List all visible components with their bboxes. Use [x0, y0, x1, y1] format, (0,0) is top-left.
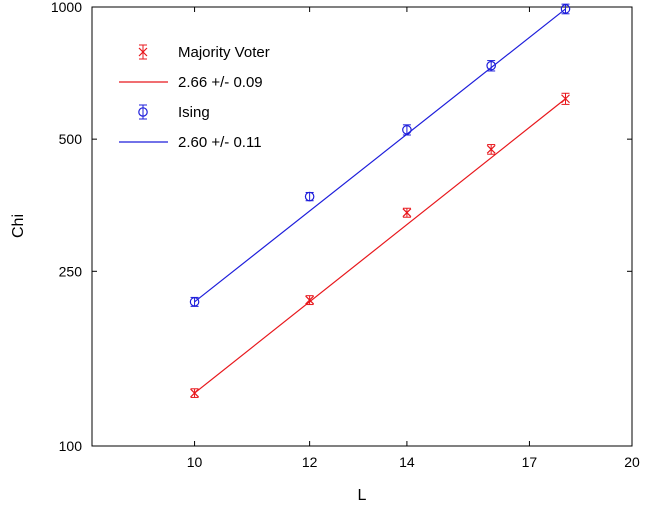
legend-fit-label: 2.60 +/- 0.11 [178, 134, 262, 151]
x-tick-label: 12 [302, 454, 318, 470]
fit-line [194, 8, 566, 303]
legend-label: Majority Voter [178, 44, 270, 61]
x-tick-label: 10 [187, 454, 203, 470]
plot-series [189, 3, 571, 398]
x-axis-label: L [358, 487, 367, 504]
x-tick-label: 17 [522, 454, 538, 470]
y-tick-label: 500 [59, 131, 83, 147]
series-majority-voter [190, 92, 570, 398]
x-marker-stroke [138, 47, 148, 57]
circle-marker [402, 125, 412, 135]
axis-ticks: 10 12 14 17 20 100 250 500 1000 [51, 0, 640, 470]
series-ising [189, 3, 571, 307]
y-tick-label: 100 [59, 438, 83, 454]
y-tick-label: 250 [59, 263, 83, 279]
y-axis-label: Chi [10, 214, 27, 238]
circle-marker [138, 107, 148, 117]
x-marker-stroke [486, 144, 496, 154]
circle-marker [304, 191, 315, 202]
y-tick-label: 1000 [51, 0, 82, 15]
plot-frame [91, 6, 633, 447]
circle-marker [486, 60, 496, 71]
legend-fit-label: 2.66 +/- 0.09 [178, 74, 263, 91]
fit-line [194, 98, 566, 394]
x-marker-stroke [402, 208, 412, 218]
x-tick-label: 20 [624, 454, 640, 470]
circle-marker [560, 4, 571, 14]
x-marker-stroke [561, 94, 570, 104]
legend: Majority Voter 2.66 +/- 0.09 Ising 2.60 +/-… [119, 44, 270, 151]
circle-marker [189, 297, 200, 307]
x-tick-label: 14 [399, 454, 415, 470]
x-marker-stroke [305, 295, 315, 305]
legend-label: Ising [178, 104, 210, 121]
x-marker-stroke [190, 388, 199, 398]
